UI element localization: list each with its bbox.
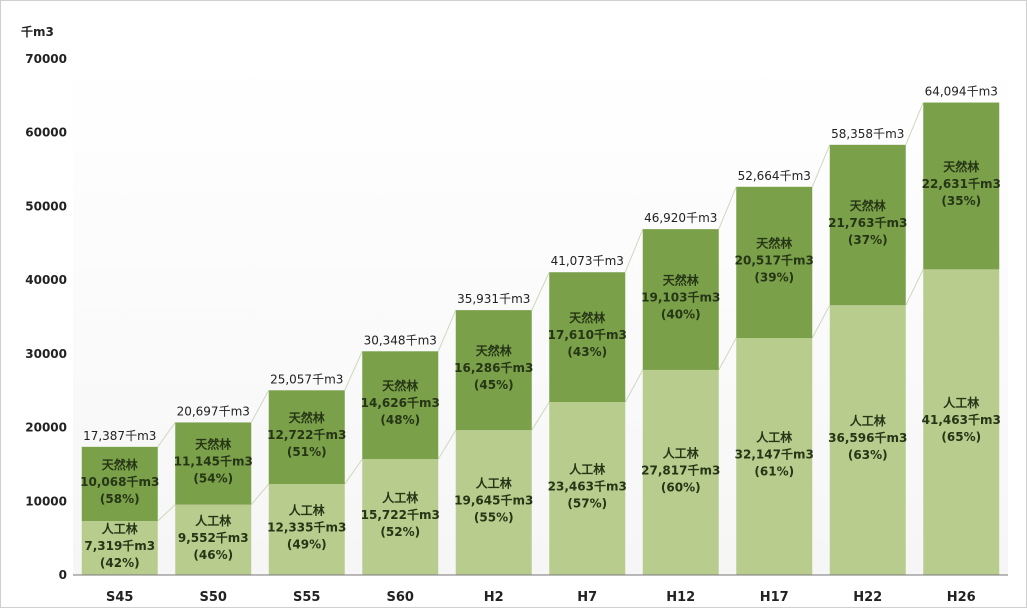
artificial-value-label: 7,319千m3 xyxy=(84,538,155,553)
natural-value-label: 19,103千m3 xyxy=(641,290,720,305)
artificial-value-label: 36,596千m3 xyxy=(828,430,907,445)
natural-percent-label: (45%) xyxy=(474,378,514,392)
y-tick-label: 40000 xyxy=(25,273,67,287)
artificial-value-label: 23,463千m3 xyxy=(548,479,627,494)
artificial-value-label: 32,147千m3 xyxy=(735,447,814,462)
x-category-label: S60 xyxy=(387,590,414,605)
artificial-series-label: 人工林 xyxy=(756,430,792,445)
artificial-series-label: 人工林 xyxy=(943,395,979,410)
x-category-label: H17 xyxy=(760,590,789,605)
natural-value-label: 17,610千m3 xyxy=(548,327,627,342)
natural-series-label: 天然林 xyxy=(756,235,792,250)
artificial-value-label: 27,817千m3 xyxy=(641,462,720,477)
natural-value-label: 10,068千m3 xyxy=(80,474,159,489)
natural-series-label: 天然林 xyxy=(569,310,605,325)
natural-percent-label: (58%) xyxy=(100,492,140,506)
natural-series-label: 天然林 xyxy=(102,457,138,472)
artificial-series-label: 人工林 xyxy=(476,476,512,491)
artificial-value-label: 12,335千m3 xyxy=(267,520,346,535)
y-tick-label: 30000 xyxy=(25,347,67,361)
bar-total-label: 41,073千m3 xyxy=(551,254,624,268)
x-category-label: H22 xyxy=(853,590,882,605)
artificial-series-label: 人工林 xyxy=(382,490,418,505)
artificial-series-label: 人工林 xyxy=(289,503,325,518)
x-category-label: H2 xyxy=(484,590,504,605)
bar-total-label: 20,697千m3 xyxy=(177,404,250,418)
artificial-value-label: 41,463千m3 xyxy=(922,412,1001,427)
y-tick-label: 70000 xyxy=(25,52,67,66)
artificial-series-label: 人工林 xyxy=(102,521,138,536)
natural-percent-label: (39%) xyxy=(754,270,794,284)
x-category-label: H7 xyxy=(577,590,597,605)
artificial-percent-label: (52%) xyxy=(380,525,420,539)
y-axis: 0 10000 20000 30000 40000 50000 60000 70000 xyxy=(25,52,67,582)
artificial-value-label: 19,645千m3 xyxy=(454,493,533,508)
natural-series-label: 天然林 xyxy=(289,410,325,425)
natural-value-label: 11,145千m3 xyxy=(174,454,253,469)
natural-percent-label: (51%) xyxy=(287,445,327,459)
natural-series-label: 天然林 xyxy=(382,378,418,393)
y-tick-label: 10000 xyxy=(25,494,67,508)
artificial-percent-label: (46%) xyxy=(193,548,233,562)
artificial-percent-label: (42%) xyxy=(100,556,140,570)
x-category-label: H26 xyxy=(947,590,976,605)
natural-series-label: 天然林 xyxy=(663,273,699,288)
bar-total-label: 46,920千m3 xyxy=(644,211,717,225)
bar-total-label: 58,358千m3 xyxy=(831,127,904,141)
natural-series-label: 天然林 xyxy=(476,343,512,358)
artificial-percent-label: (57%) xyxy=(567,497,607,511)
x-category-label: S55 xyxy=(293,590,320,605)
natural-value-label: 12,722千m3 xyxy=(267,427,346,442)
x-category-label: S45 xyxy=(106,590,133,605)
y-axis-unit-label: 千m3 xyxy=(21,24,54,39)
y-tick-label: 0 xyxy=(59,568,67,582)
artificial-percent-label: (55%) xyxy=(474,511,514,525)
x-category-label: S50 xyxy=(200,590,227,605)
bar-total-label: 35,931千m3 xyxy=(457,292,530,306)
natural-percent-label: (43%) xyxy=(567,345,607,359)
artificial-percent-label: (49%) xyxy=(287,538,327,552)
x-axis: S45 S50 S55 S60 H2 H7 H12 H17 H22 H26 xyxy=(106,590,976,605)
natural-percent-label: (40%) xyxy=(661,308,701,322)
natural-percent-label: (37%) xyxy=(848,233,888,247)
x-category-label: H12 xyxy=(666,590,695,605)
natural-value-label: 21,763千m3 xyxy=(828,215,907,230)
artificial-value-label: 9,552千m3 xyxy=(178,530,249,545)
natural-series-label: 天然林 xyxy=(850,198,886,213)
natural-value-label: 22,631千m3 xyxy=(922,176,1001,191)
y-tick-label: 20000 xyxy=(25,421,67,435)
natural-percent-label: (35%) xyxy=(941,194,981,208)
bar-total-label: 25,057千m3 xyxy=(270,372,343,386)
bar-total-label: 30,348千m3 xyxy=(364,333,437,347)
artificial-value-label: 15,722千m3 xyxy=(361,507,440,522)
natural-value-label: 20,517千m3 xyxy=(735,252,814,267)
artificial-percent-label: (65%) xyxy=(941,430,981,444)
artificial-percent-label: (60%) xyxy=(661,480,701,494)
artificial-series-label: 人工林 xyxy=(663,445,699,460)
bar-total-label: 17,387千m3 xyxy=(83,429,156,443)
natural-series-label: 天然林 xyxy=(195,437,231,452)
artificial-series-label: 人工林 xyxy=(569,462,605,477)
natural-value-label: 14,626千m3 xyxy=(361,395,440,410)
y-tick-label: 60000 xyxy=(25,126,67,140)
artificial-percent-label: (61%) xyxy=(754,465,794,479)
natural-value-label: 16,286千m3 xyxy=(454,360,533,375)
artificial-percent-label: (63%) xyxy=(848,448,888,462)
natural-percent-label: (54%) xyxy=(193,472,233,486)
y-tick-label: 50000 xyxy=(25,199,67,213)
artificial-series-label: 人工林 xyxy=(850,413,886,428)
natural-percent-label: (48%) xyxy=(380,413,420,427)
bar-total-label: 64,094千m3 xyxy=(925,85,998,99)
artificial-series-label: 人工林 xyxy=(195,513,231,528)
natural-series-label: 天然林 xyxy=(943,159,979,174)
bar-total-label: 52,664千m3 xyxy=(738,169,811,183)
